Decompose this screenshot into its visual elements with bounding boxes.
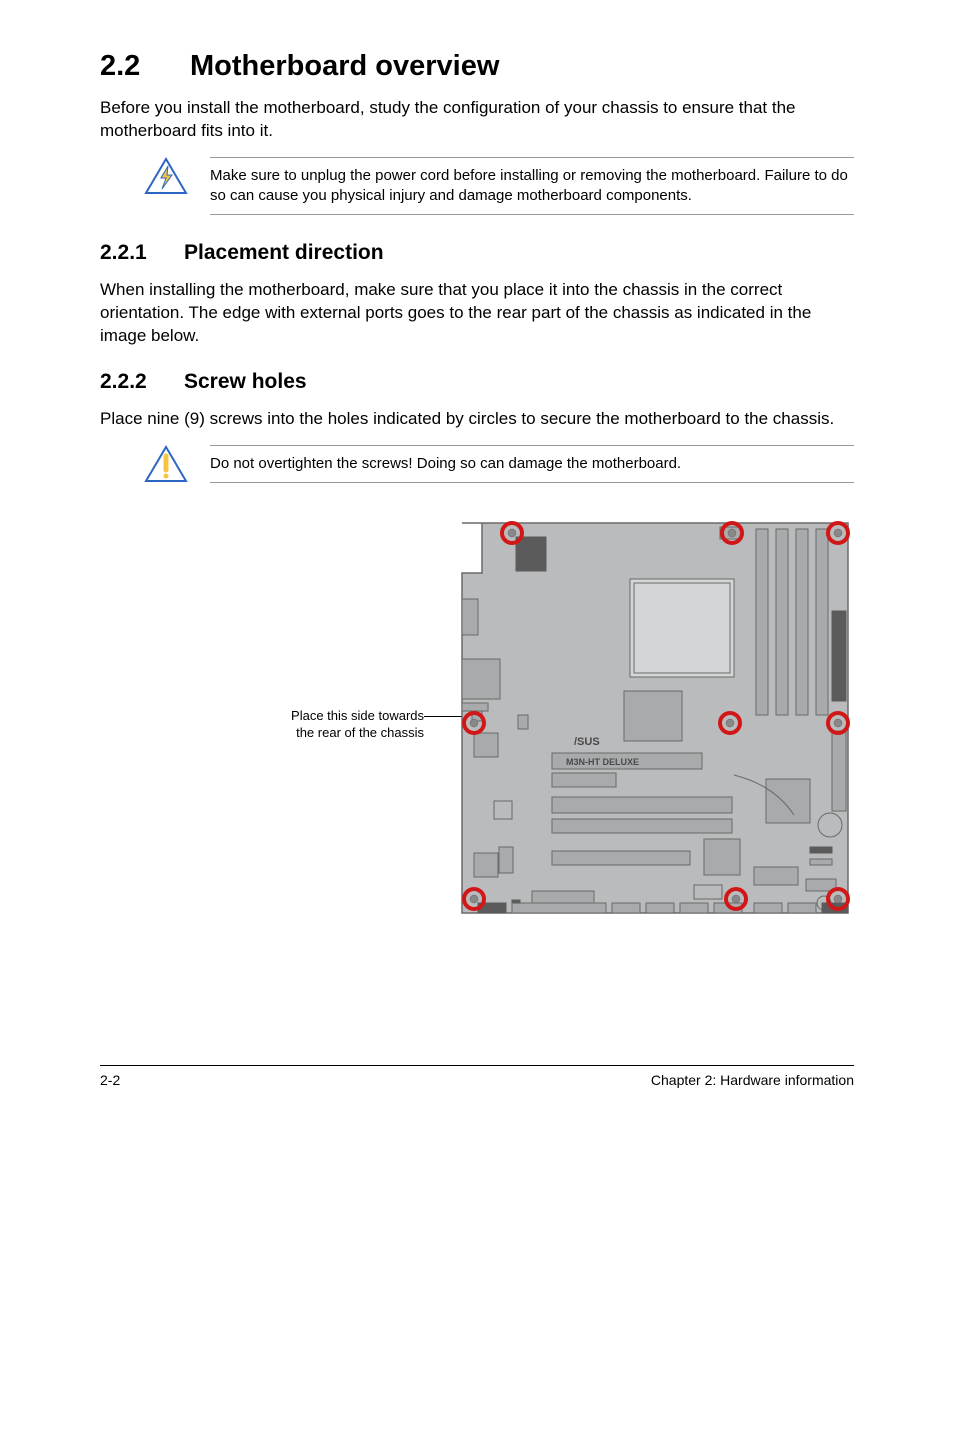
page-footer: 2-2 Chapter 2: Hardware information xyxy=(100,1065,854,1088)
intro-text: Before you install the motherboard, stud… xyxy=(100,97,854,143)
subsection-2-number: 2.2.2 xyxy=(100,370,184,394)
subsection-1-body: When installing the motherboard, make su… xyxy=(100,279,854,348)
svg-text:M3N-HT DELUXE: M3N-HT DELUXE xyxy=(566,757,639,767)
section-number: 2.2 xyxy=(100,50,190,83)
subsection-2-title: Screw holes xyxy=(184,370,307,393)
subsection-1-heading: 2.2.1Placement direction xyxy=(100,241,854,265)
caution-icon xyxy=(144,445,188,485)
section-heading: 2.2Motherboard overview xyxy=(100,50,854,83)
diagram-caption: Place this side towards the rear of the … xyxy=(291,708,424,742)
caption-line-1: Place this side towards xyxy=(291,708,424,723)
subsection-1-title: Placement direction xyxy=(184,241,384,264)
caption-line-2: the rear of the chassis xyxy=(296,725,424,740)
subsection-2-body: Place nine (9) screws into the holes ind… xyxy=(100,408,854,431)
caution-callout: Do not overtighten the screws! Doing so … xyxy=(144,445,854,485)
motherboard-diagram: /SUS M3N-HT DELUXE xyxy=(434,515,854,935)
warning-callout: Make sure to unplug the power cord befor… xyxy=(144,157,854,216)
footer-chapter: Chapter 2: Hardware information xyxy=(651,1072,854,1088)
subsection-1-number: 2.2.1 xyxy=(100,241,184,265)
section-title: Motherboard overview xyxy=(190,50,499,82)
footer-page-number: 2-2 xyxy=(100,1072,120,1088)
lightning-icon xyxy=(144,157,188,197)
svg-text:/SUS: /SUS xyxy=(574,736,600,748)
warning-text: Make sure to unplug the power cord befor… xyxy=(210,157,854,216)
diagram-area: Place this side towards the rear of the … xyxy=(100,515,854,935)
subsection-2-heading: 2.2.2Screw holes xyxy=(100,370,854,394)
caution-text: Do not overtighten the screws! Doing so … xyxy=(210,445,854,483)
